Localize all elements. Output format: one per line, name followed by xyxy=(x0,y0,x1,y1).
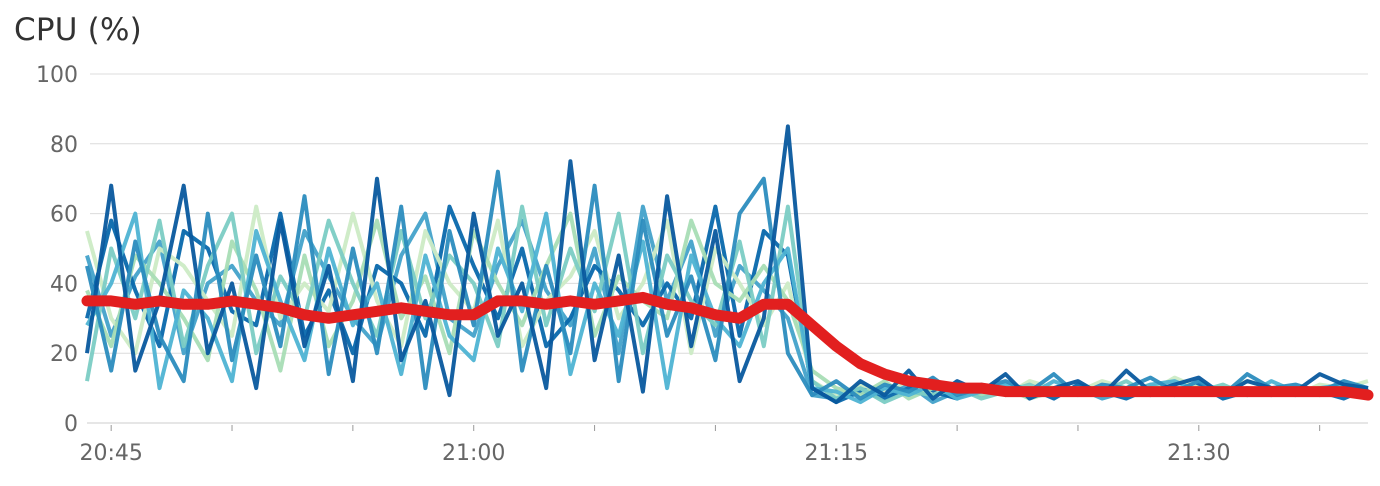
x-tick-label: 20:45 xyxy=(79,441,142,466)
y-tick-label: 80 xyxy=(50,133,78,158)
x-axis: 20:45 21:00 21:15 21:30 xyxy=(79,422,1368,466)
series-lines xyxy=(85,124,1369,405)
y-tick-label: 20 xyxy=(50,342,78,367)
y-tick-label: 100 xyxy=(36,63,78,88)
chart-title: CPU (%) xyxy=(14,12,142,48)
y-tick-label: 0 xyxy=(64,412,78,437)
host-series-line xyxy=(85,211,1369,405)
x-tick-label: 21:00 xyxy=(442,441,505,466)
x-tick-label: 21:15 xyxy=(805,441,868,466)
y-tick-label: 40 xyxy=(50,272,78,297)
y-axis: 0 20 40 60 80 100 xyxy=(36,63,78,437)
host-series-line xyxy=(85,169,1369,401)
average-line xyxy=(81,291,1374,401)
y-tick-label: 60 xyxy=(50,203,78,228)
x-tick-label: 21:30 xyxy=(1167,441,1230,466)
average-series-line xyxy=(81,291,1374,401)
